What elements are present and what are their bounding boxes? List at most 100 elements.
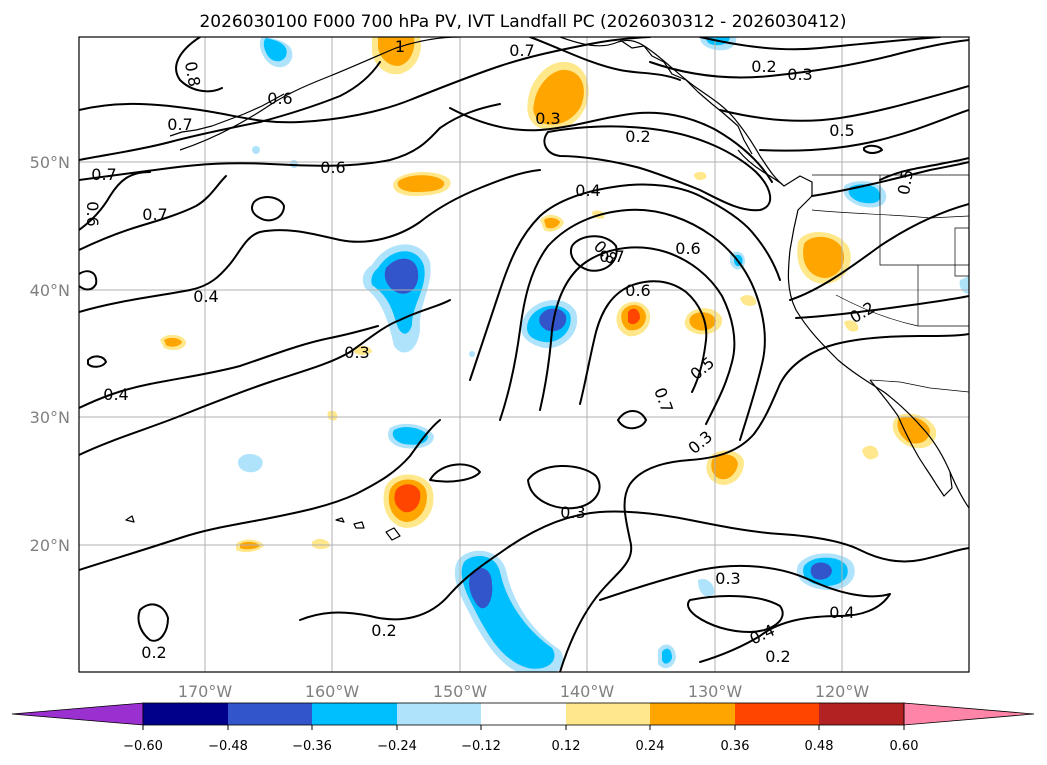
contour-label: 0.5 — [894, 168, 917, 196]
colorbar-extend-low — [11, 702, 144, 726]
shade-negative — [392, 427, 428, 445]
contour-line — [251, 196, 285, 222]
colorbar-segment — [143, 703, 228, 725]
colorbar-tick-label: 0.12 — [552, 739, 581, 754]
contour-label: 0.4 — [103, 385, 128, 404]
contour-label: 0.7 — [599, 247, 624, 266]
contour-line — [529, 37, 681, 81]
contour-label: 0.6 — [675, 239, 700, 258]
colorbar-tick-label: −0.12 — [461, 739, 501, 754]
contour-line — [687, 595, 784, 633]
colorbar-frame — [142, 702, 905, 726]
colorbar-segment — [566, 703, 650, 725]
colorbar-tick-label: 0.24 — [636, 739, 665, 754]
contour-label: 0.3 — [535, 109, 560, 128]
colorbar-segment — [819, 703, 904, 725]
shade-positive — [803, 236, 845, 278]
colorbar-segment — [397, 703, 481, 725]
colorbar: −0.60 −0.48 −0.36 −0.24 −0.12 0.12 0.24 … — [11, 702, 1035, 754]
lon-label: 140°W — [560, 682, 615, 701]
contour-line — [579, 280, 708, 405]
contour-line — [699, 37, 941, 51]
contour-line — [79, 103, 501, 181]
contour-label: 0.2 — [141, 643, 166, 662]
shade-positive — [897, 416, 930, 444]
shade-negative — [698, 578, 715, 597]
contour-line — [759, 109, 969, 152]
contour-line — [175, 37, 223, 93]
shade-positive — [397, 175, 445, 192]
colorbar-tick-label: −0.24 — [377, 739, 417, 754]
contour-label: 0.2 — [765, 647, 790, 666]
contour-label: 0.7 — [167, 115, 192, 134]
contour-line — [559, 333, 969, 672]
shade-negative — [237, 454, 263, 473]
pv-shading — [160, 37, 969, 672]
shade-positive — [544, 217, 560, 229]
contour-label: 0.6 — [320, 158, 345, 177]
contour-label: 0.8 — [181, 60, 204, 88]
contour-line — [299, 510, 969, 621]
contour-label: 0.6 — [267, 89, 292, 108]
colorbar-tick-label: 0.48 — [805, 739, 834, 754]
contour-line — [570, 235, 618, 272]
colorbar-tick-label: 0.60 — [890, 739, 919, 754]
contour-line — [499, 208, 766, 441]
borders — [811, 174, 969, 393]
contour-line — [429, 463, 481, 483]
lon-label: 120°W — [815, 682, 870, 701]
contour-label: 1 — [395, 37, 405, 56]
colorbar-segment — [312, 703, 397, 725]
map-panel: 0.8 0.7 0.6 0.7 0.7 0.6 0.6 0.4 0.3 0.4 … — [30, 36, 970, 701]
contour-line — [79, 61, 381, 161]
shade-positive — [844, 320, 859, 332]
shade-negative — [848, 184, 881, 204]
contour-line — [863, 144, 883, 154]
colorbar-segment — [228, 703, 312, 725]
contour-label: 0.6 — [625, 281, 650, 300]
lat-label: 40°N — [30, 281, 70, 300]
contour-line — [543, 125, 771, 212]
lon-label: 150°W — [433, 682, 488, 701]
colorbar-tick-label: −0.36 — [292, 739, 332, 754]
lat-label: 50°N — [30, 153, 70, 172]
shade-positive — [628, 308, 640, 325]
contour-line — [137, 603, 169, 642]
colorbar-ticks — [142, 725, 905, 730]
shade-negative — [469, 351, 475, 357]
contour-line — [649, 39, 969, 79]
contour-label: 0.2 — [371, 621, 396, 640]
contour-label: 0.7 — [509, 41, 534, 60]
shade-negative — [469, 568, 493, 609]
colorbar-tick-label: −0.60 — [123, 739, 163, 754]
colorbar-segment — [650, 703, 735, 725]
contour-line — [527, 465, 601, 510]
contour-label: 0.4 — [575, 181, 600, 200]
contour-label: 0.7 — [142, 205, 167, 224]
lat-label: 20°N — [30, 536, 70, 555]
contour-label: 0.3 — [715, 569, 740, 588]
shade-positive — [533, 69, 584, 125]
contour-line — [449, 107, 773, 183]
lon-axis-labels: 170°W 160°W 150°W 140°W 130°W 120°W — [178, 682, 870, 701]
shade-positive — [354, 345, 372, 355]
shade-positive — [378, 37, 415, 66]
lon-label: 170°W — [178, 682, 233, 701]
gridlines — [79, 37, 969, 672]
coastlines — [125, 37, 969, 541]
shade-positive — [740, 295, 757, 306]
lon-label: 130°W — [688, 682, 743, 701]
colorbar-tick-label: 0.36 — [721, 739, 750, 754]
contour-line — [469, 183, 781, 381]
shade-positive — [689, 312, 716, 331]
pv-contours — [79, 37, 969, 672]
contour-label: 0.3 — [560, 503, 585, 522]
contour-line — [719, 85, 969, 122]
contour-line — [79, 299, 451, 456]
contour-label: 0.2 — [751, 57, 776, 76]
contour-line — [79, 169, 541, 313]
lon-label: 160°W — [305, 682, 360, 701]
colorbar-segment — [735, 703, 819, 725]
contour-line — [79, 175, 227, 251]
